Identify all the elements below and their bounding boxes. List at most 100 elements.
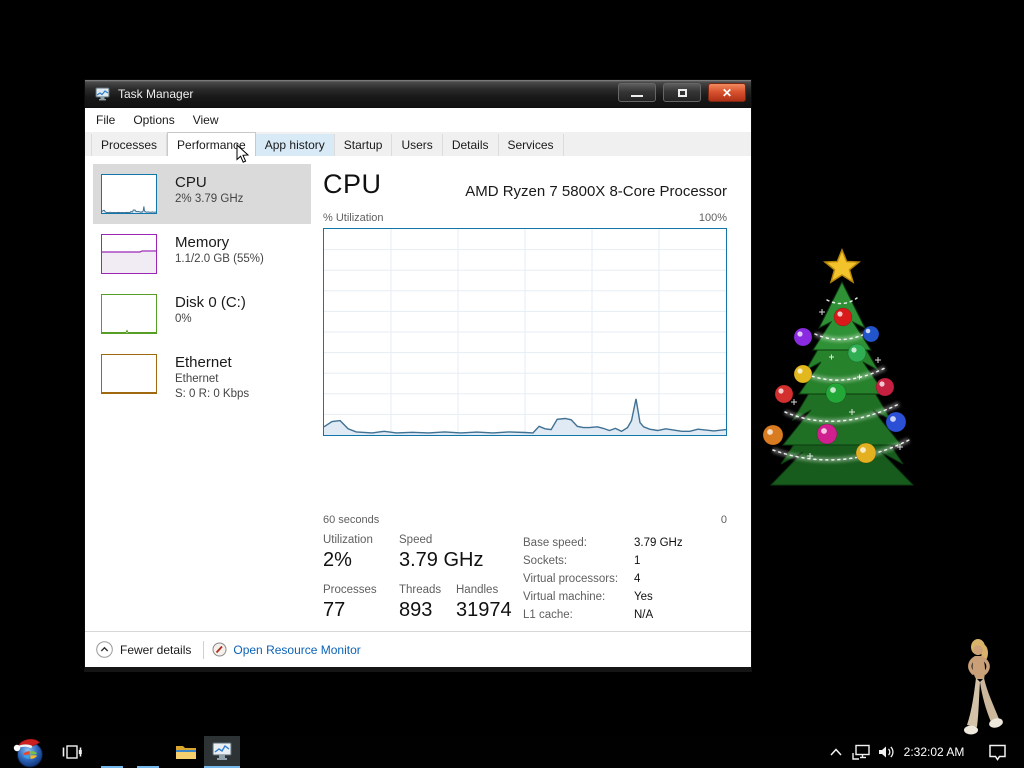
christmas-tree-decoration: [757, 242, 923, 488]
utilization-label: Utilization: [323, 534, 373, 546]
tab-startup[interactable]: Startup: [334, 134, 393, 156]
task-view-button[interactable]: [58, 736, 86, 768]
ethernet-item-title: Ethernet: [175, 354, 232, 371]
file-explorer-icon: [176, 746, 196, 759]
firefox-running-indicator: [137, 766, 159, 768]
x-axis-right-label: 0: [720, 514, 727, 526]
sidebar-item-memory[interactable]: Memory 1.1/2.0 GB (55%): [93, 224, 311, 284]
disk-item-subtitle: 0%: [175, 313, 192, 325]
memory-mini-graph: [101, 234, 157, 274]
cpu-panel: CPU AMD Ryzen 7 5800X 8-Core Processor %…: [323, 156, 727, 672]
file-explorer-button[interactable]: [172, 736, 200, 768]
performance-content: CPU 2% 3.79 GHz Memory 1.1/2.0 GB (55%): [85, 156, 751, 672]
sidebar-item-cpu[interactable]: CPU 2% 3.79 GHz: [93, 164, 311, 224]
title-bar[interactable]: Task Manager ✕: [85, 80, 751, 108]
menu-file[interactable]: File: [96, 113, 116, 127]
chevron-up-icon: [830, 748, 842, 756]
taskbar: 2:32:02 AM: [0, 736, 1024, 768]
resource-monitor-icon: [212, 642, 227, 657]
sockets-label: Sockets:: [523, 555, 568, 567]
tab-processes[interactable]: Processes: [91, 134, 168, 156]
chevron-up-circle-icon: [96, 641, 113, 658]
network-icon: [852, 744, 870, 760]
speaker-icon: [879, 746, 894, 758]
processes-value: 77: [323, 599, 346, 621]
virtual-machine-value: Yes: [634, 591, 653, 603]
virtual-processors-label: Virtual processors:: [523, 573, 619, 585]
cpu-mini-graph-svg: [102, 206, 156, 213]
cpu-mini-graph: [101, 174, 157, 214]
base-speed-value: 3.79 GHz: [634, 537, 683, 549]
task-manager-running-indicator: [204, 766, 240, 768]
cpu-utilization-graph[interactable]: [323, 228, 727, 436]
memory-item-subtitle: 1.1/2.0 GB (55%): [175, 253, 264, 265]
window-footer: Fewer details Open Resource Monitor: [85, 631, 751, 667]
ethernet-item-subtitle: Ethernet: [175, 373, 219, 385]
open-resource-monitor-label: Open Resource Monitor: [233, 642, 361, 657]
l1-cache-label: L1 cache:: [523, 609, 573, 621]
menu-options[interactable]: Options: [133, 113, 175, 127]
y-axis-label: % Utilization: [323, 212, 384, 224]
cpu-device-name: AMD Ryzen 7 5800X 8-Core Processor: [465, 183, 727, 200]
chrome-running-indicator: [101, 766, 123, 768]
mouse-cursor: [236, 144, 250, 164]
action-center-button[interactable]: [982, 736, 1012, 768]
open-resource-monitor-link[interactable]: Open Resource Monitor: [212, 642, 361, 657]
ethernet-mini-graph: [101, 354, 157, 394]
sockets-value: 1: [634, 555, 641, 567]
fewer-details-label: Fewer details: [120, 642, 192, 657]
memory-item-title: Memory: [175, 234, 230, 251]
cpu-item-subtitle: 2% 3.79 GHz: [175, 193, 244, 205]
minimize-icon: [631, 95, 643, 97]
x-axis-left-label: 60 seconds: [323, 514, 380, 526]
task-view-icon: [62, 745, 82, 759]
task-manager-app-icon: [95, 87, 110, 101]
processes-label: Processes: [323, 584, 377, 596]
sidebar-item-disk[interactable]: Disk 0 (C:) 0%: [93, 284, 311, 344]
start-orb-santa-icon: [13, 738, 43, 768]
tab-bar: Processes Performance App history Startu…: [85, 132, 751, 156]
base-speed-label: Base speed:: [523, 537, 587, 549]
tree-ornaments: [762, 307, 907, 464]
tab-details[interactable]: Details: [442, 134, 499, 156]
sidebar-item-ethernet[interactable]: Ethernet Ethernet S: 0 R: 0 Kbps: [93, 344, 311, 404]
close-icon: ✕: [721, 85, 733, 100]
l1-cache-value: N/A: [634, 609, 654, 621]
task-manager-taskbar-button[interactable]: [204, 736, 240, 768]
tab-app-history[interactable]: App history: [255, 134, 335, 156]
tray-volume-button[interactable]: [874, 736, 900, 768]
start-button[interactable]: [6, 736, 52, 768]
performance-sidebar: CPU 2% 3.79 GHz Memory 1.1/2.0 GB (55%): [93, 164, 311, 404]
task-manager-window: Task Manager ✕ File Options View Process…: [84, 79, 752, 672]
sparkles: [791, 309, 903, 459]
y-axis-max-label: 100%: [698, 212, 727, 224]
maximize-button[interactable]: [663, 83, 701, 102]
close-button[interactable]: ✕: [708, 83, 746, 102]
threads-label: Threads: [399, 584, 442, 596]
cpu-graph-svg: [324, 229, 726, 435]
tab-services[interactable]: Services: [498, 134, 564, 156]
fewer-details-button[interactable]: Fewer details: [96, 641, 191, 658]
window-title: Task Manager: [118, 87, 194, 101]
maximize-icon: [677, 88, 687, 97]
utilization-value: 2%: [323, 549, 352, 571]
disk-mini-graph: [101, 294, 157, 334]
tray-show-hidden-icons-button[interactable]: [826, 736, 846, 768]
menu-bar: File Options View: [85, 108, 751, 132]
menu-view[interactable]: View: [192, 113, 219, 127]
virtual-machine-label: Virtual machine:: [523, 591, 606, 603]
cpu-item-title: CPU: [175, 174, 207, 191]
threads-value: 893: [399, 599, 433, 621]
ethernet-item-rates: S: 0 R: 0 Kbps: [175, 388, 250, 400]
speed-label: Speed: [399, 534, 433, 546]
handles-value: 31974: [456, 599, 512, 621]
tab-users[interactable]: Users: [392, 134, 443, 156]
minimize-button[interactable]: [618, 83, 656, 102]
tray-network-button[interactable]: [848, 736, 874, 768]
task-manager-taskbar-icon: [212, 742, 232, 760]
cpu-panel-heading: CPU: [323, 169, 382, 199]
virtual-processors-value: 4: [634, 573, 641, 585]
taskbar-clock[interactable]: 2:32:02 AM: [903, 745, 965, 759]
cpu-details: Base speed: 3.79 GHz Sockets: 1 Virtual pr…: [523, 534, 727, 624]
